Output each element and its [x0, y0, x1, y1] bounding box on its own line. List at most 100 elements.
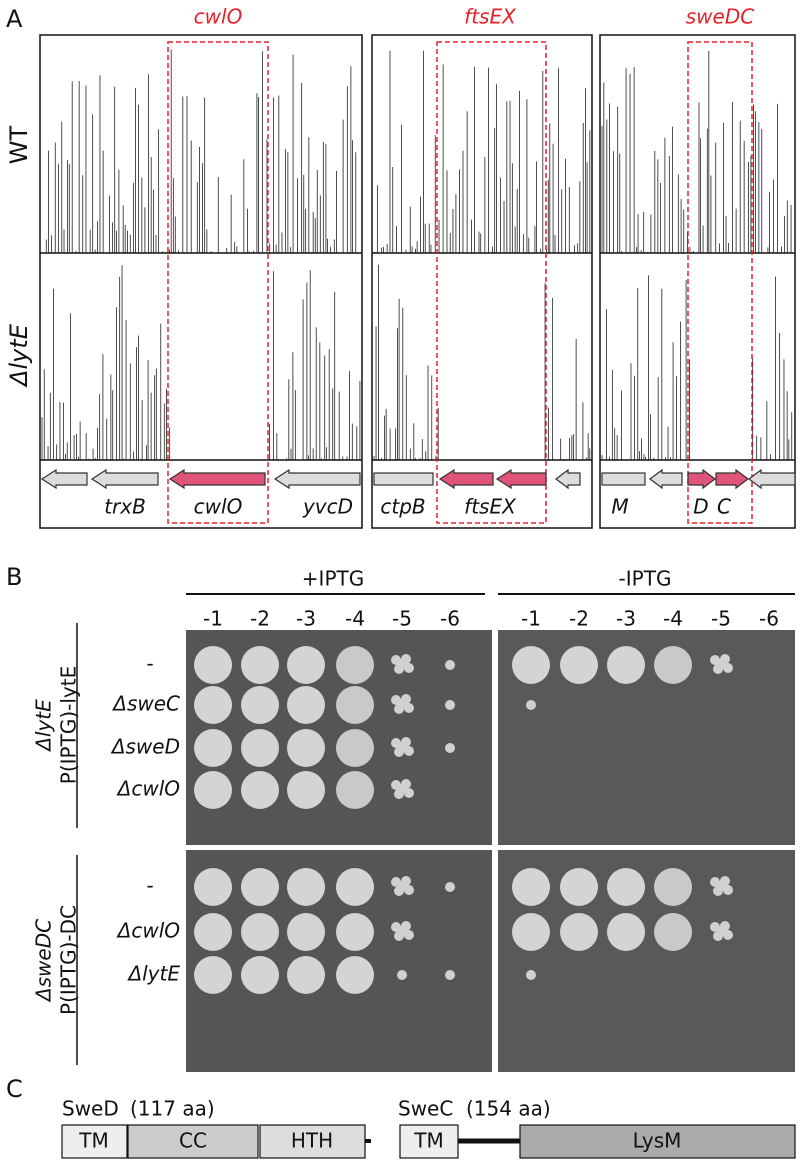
dilution-label: -1: [521, 607, 541, 631]
domain-label: CC: [179, 1129, 207, 1153]
colony: [397, 970, 407, 980]
dilutions: -1 -1 -2 -2 -3 -3 -4 -4 -5 -5 -6 -6: [203, 607, 779, 631]
dilution-label: -1: [203, 607, 223, 631]
colony: [397, 742, 407, 752]
panel-label: B: [6, 563, 22, 591]
colony: [194, 868, 232, 906]
construct: P(IPTG)-DC: [57, 905, 81, 1015]
colony: [512, 913, 550, 951]
colony: [241, 913, 279, 951]
colony: [654, 646, 692, 684]
gene-label: yvcD: [302, 495, 353, 519]
colony: [716, 926, 726, 936]
gene-label: ftsEX: [464, 495, 517, 519]
gene-label: C: [717, 495, 731, 519]
colony: [287, 868, 325, 906]
row-label: ΔcwlO: [116, 777, 180, 801]
colony: [241, 686, 279, 724]
gene-label: cwlO: [194, 495, 243, 519]
plates: [186, 630, 795, 1072]
insertion-bars: [41, 49, 793, 460]
row-label: ΔsweC: [111, 692, 180, 716]
strain: ΔlytE: [32, 699, 56, 753]
region-title: cwlO: [194, 5, 243, 29]
row-label: ΔlytE: [5, 323, 33, 388]
colony: [194, 646, 232, 684]
colony: [287, 686, 325, 724]
protein-name: SweC: [398, 1097, 453, 1121]
row-label: ΔcwlO: [116, 919, 180, 943]
dilution-label: -3: [616, 607, 636, 631]
colony: [194, 913, 232, 951]
colony: [716, 881, 726, 891]
colony: [445, 743, 455, 753]
colony: [287, 771, 325, 809]
colony: [560, 646, 598, 684]
colony: [560, 868, 598, 906]
dilution-label: -3: [296, 607, 316, 631]
row-label: WT: [5, 125, 33, 164]
colony: [607, 913, 645, 951]
colony: [607, 868, 645, 906]
colony: [241, 646, 279, 684]
colony: [397, 881, 407, 891]
colony: [336, 646, 374, 684]
protein-length: (154 aa): [466, 1097, 551, 1121]
row-label: -: [146, 874, 153, 898]
colony: [336, 868, 374, 906]
dilution-label: -6: [759, 607, 779, 631]
dilution-label: -2: [250, 607, 270, 631]
colony: [397, 699, 407, 709]
colony: [287, 956, 325, 994]
gene-arrows: [40, 468, 796, 490]
region-title: ftsEX: [464, 5, 517, 29]
colony: [526, 700, 536, 710]
dilution-label: -4: [663, 607, 683, 631]
colony: [445, 882, 455, 892]
gene-label: M: [611, 495, 628, 519]
panel-label: A: [6, 5, 23, 33]
dilution-label: -5: [711, 607, 731, 631]
colony: [607, 646, 645, 684]
colony: [241, 956, 279, 994]
colony: [241, 868, 279, 906]
colony: [336, 686, 374, 724]
colony: [194, 956, 232, 994]
colony: [397, 926, 407, 936]
colony: [445, 660, 455, 670]
highlight-boxes: [167, 41, 753, 524]
colony: [397, 659, 407, 669]
colony: [287, 913, 325, 951]
construct: P(IPTG)-lytE: [57, 666, 81, 784]
condition: -IPTG: [619, 567, 672, 591]
colony: [512, 868, 550, 906]
colony: [336, 771, 374, 809]
colony: [336, 729, 374, 767]
colony: [526, 970, 536, 980]
colony: [336, 913, 374, 951]
protein-length: (117 aa): [130, 1097, 215, 1121]
protein-name: SweD: [62, 1097, 119, 1121]
domain-label: LysM: [633, 1129, 682, 1153]
colony: [194, 771, 232, 809]
colony: [445, 700, 455, 710]
colonies: [194, 646, 733, 994]
strain: ΔsweDC: [32, 919, 56, 1003]
condition: +IPTG: [302, 567, 364, 591]
colony: [445, 970, 455, 980]
panel-label: C: [6, 1075, 23, 1103]
region-title: sweDC: [686, 5, 754, 29]
colony: [560, 913, 598, 951]
domain-label: TM: [413, 1129, 443, 1153]
domains: [61, 1124, 796, 1159]
gene-label: D: [693, 495, 708, 519]
colony: [716, 659, 726, 669]
domain-label: TM: [78, 1129, 108, 1153]
gene-label: ctpB: [380, 495, 425, 519]
colony: [241, 729, 279, 767]
domain-label: HTH: [291, 1129, 333, 1153]
colony: [194, 729, 232, 767]
dilution-label: -6: [440, 607, 460, 631]
colony: [654, 913, 692, 951]
